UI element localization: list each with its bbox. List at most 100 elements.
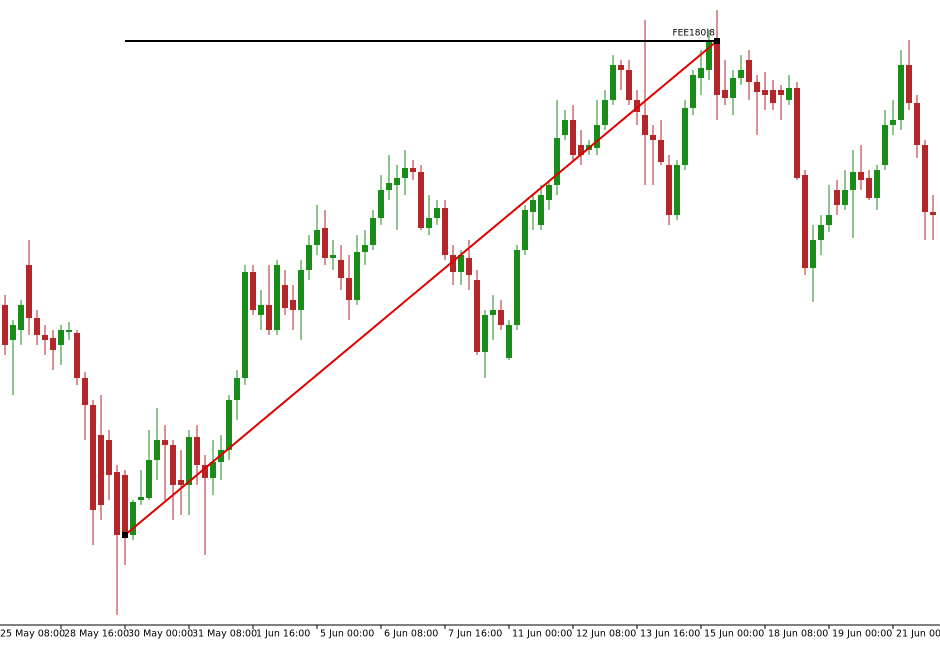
candle-body xyxy=(530,200,536,212)
x-tick-label: 28 May 16:00 xyxy=(64,629,129,640)
candle-body xyxy=(306,245,312,270)
candle-body xyxy=(618,65,624,70)
candle-body xyxy=(42,335,48,340)
x-tick-label: 12 Jun 08:00 xyxy=(576,629,636,640)
candle-body xyxy=(690,75,696,108)
candle-body xyxy=(890,120,896,125)
x-tick-label: 1 Jun 16:00 xyxy=(256,629,310,640)
candle-body xyxy=(722,90,728,98)
x-tick-label: 25 May 08:00 xyxy=(0,629,65,640)
candle-body xyxy=(290,300,296,310)
x-tick-label: 13 Jun 16:00 xyxy=(640,629,700,640)
candle-body xyxy=(866,178,872,198)
candle-body xyxy=(114,472,120,535)
x-tick-label: 7 Jun 16:00 xyxy=(448,629,502,640)
candle-body xyxy=(570,120,576,155)
candle-body xyxy=(922,145,928,212)
candle-body xyxy=(674,165,680,215)
x-tick-label: 5 Jun 00:00 xyxy=(320,629,374,640)
candle-body xyxy=(450,255,456,272)
candle-body xyxy=(426,218,432,228)
candle-body xyxy=(882,125,888,165)
candle-body xyxy=(194,437,200,465)
candle-body xyxy=(402,168,408,178)
candle-body xyxy=(514,250,520,325)
candle-body xyxy=(498,310,504,325)
candle-body xyxy=(634,100,640,112)
trend-line-anchor xyxy=(122,532,128,538)
x-tick-label: 19 Jun 00:00 xyxy=(832,629,892,640)
candle-body xyxy=(562,120,568,135)
candle-body xyxy=(90,405,96,510)
candle-body xyxy=(594,125,600,148)
candle-body xyxy=(650,135,656,140)
candle-body xyxy=(770,90,776,103)
x-tick-label: 21 Jun 00:00 xyxy=(896,629,940,640)
candle-body xyxy=(914,103,920,145)
candle-body xyxy=(226,400,232,450)
candle-body xyxy=(682,108,688,165)
candle-body xyxy=(170,445,176,485)
candle-body xyxy=(850,172,856,190)
candle-body xyxy=(490,310,496,315)
candle-body xyxy=(786,88,792,100)
candle-body xyxy=(458,255,464,272)
candle-body xyxy=(338,260,344,278)
candle-body xyxy=(74,333,80,378)
candle-body xyxy=(130,502,136,535)
candle-body xyxy=(522,210,528,250)
candle-body xyxy=(178,480,184,485)
candle-body xyxy=(578,145,584,155)
candle-body xyxy=(642,115,648,135)
candle-body xyxy=(538,195,544,225)
candle-body xyxy=(386,183,392,190)
candle-body xyxy=(434,208,440,218)
x-tick-label: 11 Jun 00:00 xyxy=(512,629,572,640)
x-tick-label: 15 Jun 00:00 xyxy=(704,629,764,640)
candle-body xyxy=(810,240,816,268)
candle-body xyxy=(746,60,752,82)
candle-body xyxy=(282,285,288,308)
candle-body xyxy=(658,140,664,162)
candle-body xyxy=(98,435,104,505)
candle-body xyxy=(34,318,40,335)
candle-body xyxy=(50,338,56,350)
candle-body xyxy=(906,65,912,103)
candle-body xyxy=(410,168,416,172)
x-tick-label: 31 May 08:00 xyxy=(192,629,257,640)
candle-body xyxy=(314,230,320,245)
horizontal-line-label: FEE180|8 xyxy=(673,29,716,39)
candle-body xyxy=(554,138,560,185)
candle-body xyxy=(738,70,744,78)
candle-body xyxy=(626,70,632,100)
candle-body xyxy=(706,40,712,70)
candle-body xyxy=(82,378,88,405)
candle-body xyxy=(602,100,608,125)
candle-body xyxy=(474,280,480,352)
candle-body xyxy=(442,208,448,255)
candle-body xyxy=(346,278,352,300)
candle-body xyxy=(666,165,672,215)
candle-body xyxy=(466,258,472,275)
candle-body xyxy=(898,65,904,120)
candle-body xyxy=(482,315,488,352)
x-tick-label: 30 May 00:00 xyxy=(128,629,193,640)
candle-body xyxy=(698,68,704,78)
candle-body xyxy=(122,475,128,535)
candle-body xyxy=(258,305,264,315)
candle-body xyxy=(730,78,736,98)
candle-body xyxy=(354,252,360,300)
x-tick-label: 18 Jun 08:00 xyxy=(768,629,828,640)
candle-body xyxy=(274,265,280,330)
candle-body xyxy=(394,178,400,185)
x-tick-label: 6 Jun 08:00 xyxy=(384,629,438,640)
candle-body xyxy=(778,90,784,95)
candle-body xyxy=(146,460,152,498)
candle-body xyxy=(2,305,8,345)
candle-body xyxy=(106,440,112,475)
candle-body xyxy=(826,215,832,225)
candle-body xyxy=(714,40,720,95)
candle-body xyxy=(162,440,168,445)
